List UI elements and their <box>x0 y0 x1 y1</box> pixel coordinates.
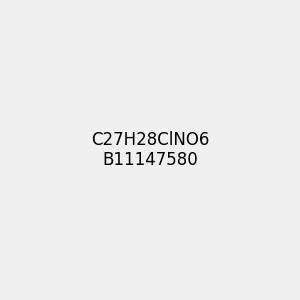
Text: C27H28ClNO6
B11147580: C27H28ClNO6 B11147580 <box>91 130 209 170</box>
